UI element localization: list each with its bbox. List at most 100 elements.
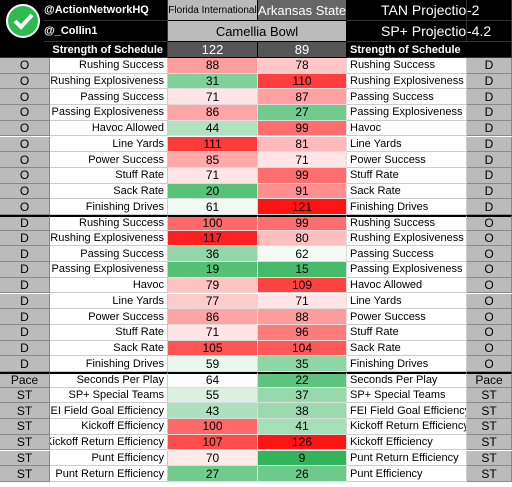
stat-label: Line Yards: [347, 293, 467, 310]
value: 107: [168, 434, 258, 451]
team-name: Arkansas State: [258, 0, 347, 21]
value: 26: [258, 466, 347, 482]
stat-label: Stuff Rate: [50, 324, 168, 341]
value: 109: [258, 277, 347, 294]
side-label: D: [0, 293, 50, 310]
stat-label: Seconds Per Play: [50, 372, 168, 388]
side-label: ST: [467, 434, 512, 451]
value: 81: [258, 136, 347, 153]
stat-label: Kickoff Return Efficiency: [347, 419, 467, 435]
stat-label: Power Success: [347, 152, 467, 168]
value: 31: [168, 73, 258, 90]
stat-label: SP+ Special Teams: [347, 387, 467, 404]
stat-label: Stuff Rate: [347, 324, 467, 341]
stat-label: Punt Efficiency: [347, 466, 467, 482]
side-label: O: [0, 183, 50, 200]
value: 86: [168, 309, 258, 325]
side-label: ST: [0, 450, 50, 467]
side-label: D: [0, 246, 50, 263]
side-label: ST: [467, 450, 512, 467]
side-label: ST: [0, 434, 50, 451]
side-label: D: [0, 356, 50, 372]
stat-label: Rushing Success: [50, 215, 168, 231]
value: 111: [168, 136, 258, 153]
side-label: O: [467, 309, 512, 325]
side-label: ST: [467, 419, 512, 435]
value: 44: [168, 120, 258, 137]
value: 71: [168, 89, 258, 106]
side-label: O: [0, 167, 50, 184]
stat-label: Sack Rate: [347, 340, 467, 357]
side-label: ST: [0, 403, 50, 420]
stat-label: Passing Explosiveness: [347, 105, 467, 121]
value: 9: [258, 450, 347, 467]
side-label: O: [0, 120, 50, 137]
stat-label: Kickoff Efficiency: [347, 434, 467, 451]
side-label: O: [467, 262, 512, 278]
stat-label: Stuff Rate: [347, 167, 467, 184]
value: 71: [168, 167, 258, 184]
side-label: O: [467, 215, 512, 231]
stat-label: Finishing Drives: [347, 356, 467, 372]
side-label: Pace: [0, 372, 50, 388]
value: 71: [168, 324, 258, 341]
side-label: D: [467, 199, 512, 215]
stat-label: Line Yards: [347, 136, 467, 153]
stat-label: Passing Explosiveness: [347, 262, 467, 278]
projection-value: -4.2: [467, 21, 512, 42]
side-label: O: [0, 199, 50, 215]
stat-label: Punt Return Efficiency: [50, 466, 168, 482]
stat-label: Rushing Explosiveness: [50, 230, 168, 247]
value: 62: [258, 246, 347, 263]
stat-label: Power Success: [50, 309, 168, 325]
side-label: D: [0, 309, 50, 325]
side-label: O: [467, 356, 512, 372]
stat-label: Punt Return Efficiency: [347, 450, 467, 467]
side-label: D: [0, 262, 50, 278]
side-label: ST: [467, 403, 512, 420]
value: 126: [258, 434, 347, 451]
stat-label: Passing Success: [347, 89, 467, 106]
side-label: ST: [0, 387, 50, 404]
value: 59: [168, 356, 258, 372]
side-label: O: [0, 136, 50, 153]
side-label: O: [0, 152, 50, 168]
stat-label: Finishing Drives: [347, 199, 467, 215]
stat-label: Sack Rate: [50, 183, 168, 200]
value: 85: [168, 152, 258, 168]
side-label: O: [0, 105, 50, 121]
side-label: D: [467, 152, 512, 168]
stat-label: Finishing Drives: [50, 199, 168, 215]
stat-label: Passing Explosiveness: [50, 262, 168, 278]
side-label: D: [0, 340, 50, 357]
value: 71: [258, 293, 347, 310]
side-label: ST: [0, 466, 50, 482]
stat-label: Havoc Allowed: [347, 277, 467, 294]
side-label: Pace: [467, 372, 512, 388]
value: 96: [258, 324, 347, 341]
side-label: O: [467, 277, 512, 294]
side-label: D: [467, 73, 512, 90]
side-label: O: [0, 89, 50, 106]
value: 55: [168, 387, 258, 404]
side-label: D: [467, 136, 512, 153]
side-label: O: [467, 293, 512, 310]
side-label: D: [0, 324, 50, 341]
value: 64: [168, 372, 258, 388]
stat-label: Passing Success: [50, 89, 168, 106]
projection-label: TAN Projection: [347, 0, 467, 21]
value: 104: [258, 340, 347, 357]
sos-label: Strength of Schedule: [347, 42, 512, 58]
stat-label: Seconds Per Play: [347, 372, 467, 388]
side-label: D: [0, 230, 50, 247]
value: 88: [258, 309, 347, 325]
stat-label: Finishing Drives: [50, 356, 168, 372]
side-label: O: [467, 230, 512, 247]
stat-label: Havoc: [347, 120, 467, 137]
side-label: O: [467, 340, 512, 357]
value: 100: [168, 419, 258, 435]
value: 88: [168, 58, 258, 74]
stat-label: Kickoff Return Efficiency: [50, 434, 168, 451]
stat-label: Havoc: [50, 277, 168, 294]
side-label: D: [467, 58, 512, 74]
